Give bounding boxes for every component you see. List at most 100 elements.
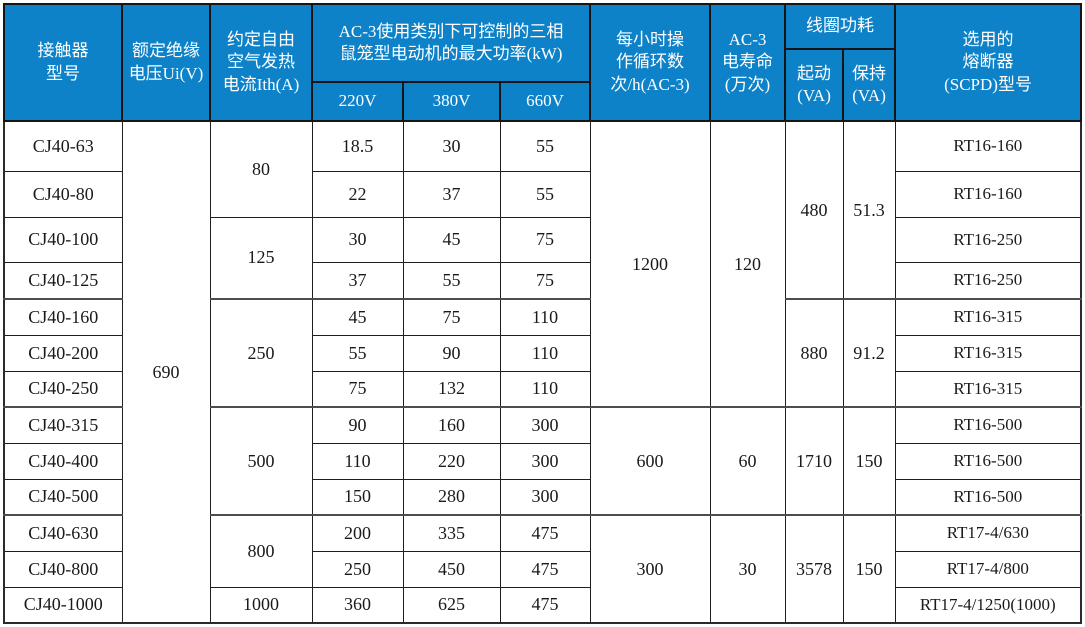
life-cell: 120 [709, 120, 786, 408]
kw-220-cell: 250 [311, 550, 404, 588]
model-cell: CJ40-400 [3, 442, 123, 480]
header-electrical-life: AC-3 电寿命 (万次) [709, 3, 787, 122]
kw-380-cell: 160 [402, 406, 501, 444]
coil-hold-cell: 91.2 [842, 298, 896, 408]
kw-220-cell: 360 [311, 586, 404, 624]
header-coil-start: 起动 (VA) [784, 48, 845, 122]
kw-220-cell: 200 [311, 514, 404, 552]
table-row: CJ40-63 690 80 18.5 30 55 1200 120 480 5… [3, 120, 1082, 624]
kw-220-cell: 110 [311, 442, 404, 480]
model-cell: CJ40-63 [3, 120, 123, 172]
table-row: CJ40-125 37 55 75 RT16-250 [3, 261, 1082, 300]
header-row-2: 起动 (VA) 保持 (VA) [4, 48, 1081, 122]
ith-cell: 1000 [209, 586, 313, 624]
coil-start-cell: 3578 [784, 514, 844, 624]
table-body: CJ40-63 690 80 18.5 30 55 1200 120 480 5… [3, 120, 1082, 624]
kw-220-cell: 90 [311, 406, 404, 444]
kw-380-cell: 132 [402, 370, 501, 408]
kw-660-cell: 475 [499, 514, 591, 552]
kw-660-cell: 110 [499, 334, 591, 372]
kw-380-cell: 450 [402, 550, 501, 588]
model-cell: CJ40-200 [3, 334, 123, 372]
kw-380-cell: 30 [402, 120, 501, 172]
header-220v: 220V [311, 81, 404, 122]
header-insulation-voltage: 额定绝缘 电压Ui(V) [121, 3, 211, 122]
life-cell: 30 [709, 514, 786, 624]
kw-220-cell: 45 [311, 298, 404, 336]
header-thermal-current: 约定自由 空气发热 电流Ith(A) [209, 3, 313, 122]
fuse-cell: RT17-4/630 [894, 514, 1082, 552]
model-cell: CJ40-80 [3, 170, 123, 218]
ith-cell: 80 [209, 120, 313, 218]
kw-220-cell: 75 [311, 370, 404, 408]
kw-380-cell: 280 [402, 478, 501, 516]
table-row: CJ40-100 125 30 45 75 RT16-250 [3, 216, 1082, 300]
table-row: CJ40-400 110 220 300 RT16-500 [3, 442, 1082, 480]
header-cycles-per-hour: 每小时操 作循环数 次/h(AC-3) [589, 3, 712, 122]
kw-660-cell: 300 [499, 478, 591, 516]
fuse-cell: RT16-250 [894, 261, 1082, 300]
coil-hold-cell: 150 [842, 514, 896, 624]
kw-220-cell: 30 [311, 216, 404, 263]
table-row: CJ40-80 22 37 55 RT16-160 [3, 170, 1082, 218]
cycles-cell: 300 [589, 514, 711, 624]
fuse-cell: RT16-315 [894, 370, 1082, 408]
model-cell: CJ40-315 [3, 406, 123, 444]
header-380v: 380V [402, 81, 501, 122]
kw-220-cell: 150 [311, 478, 404, 516]
fuse-cell: RT16-315 [894, 298, 1082, 336]
kw-660-cell: 110 [499, 298, 591, 336]
ith-cell: 500 [209, 406, 313, 516]
ith-cell: 125 [209, 216, 313, 300]
fuse-cell: RT16-500 [894, 478, 1082, 516]
table-row: CJ40-160 250 45 75 110 880 91.2 RT16-315 [3, 298, 1082, 408]
coil-hold-cell: 51.3 [842, 120, 896, 300]
header-max-power: AC-3使用类别下可控制的三相 鼠笼型电动机的最大功率(kW) [310, 3, 592, 83]
kw-380-cell: 75 [402, 298, 501, 336]
ui-cell: 690 [121, 120, 211, 624]
fuse-cell: RT16-250 [894, 216, 1082, 263]
table-row: CJ40-200 55 90 110 RT16-315 [3, 334, 1082, 372]
model-cell: CJ40-500 [3, 478, 123, 516]
header-660v: 660V [498, 81, 592, 122]
header-fuse-model: 选用的 熔断器 (SCPD)型号 [894, 3, 1083, 122]
table-row: CJ40-1000 1000 360 625 475 RT17-4/1250(1… [3, 586, 1082, 624]
kw-660-cell: 55 [499, 170, 591, 218]
kw-660-cell: 475 [499, 550, 591, 588]
kw-660-cell: 300 [499, 406, 591, 444]
model-cell: CJ40-250 [3, 370, 123, 408]
kw-660-cell: 300 [499, 442, 591, 480]
header-model: 接触器 型号 [3, 3, 123, 122]
header-row-1: 接触器 型号 额定绝缘 电压Ui(V) 约定自由 空气发热 电流Ith(A) A… [3, 3, 1083, 122]
coil-start-cell: 880 [784, 298, 844, 408]
table-row: CJ40-250 75 132 110 RT16-315 [3, 370, 1082, 408]
fuse-cell: RT16-500 [894, 406, 1082, 444]
table-row: CJ40-630 800 200 335 475 300 30 3578 150… [3, 514, 1082, 624]
table-header: 接触器 型号 额定绝缘 电压Ui(V) 约定自由 空气发热 电流Ith(A) A… [3, 3, 1083, 122]
coil-start-cell: 1710 [784, 406, 844, 516]
cycles-cell: 600 [589, 406, 711, 516]
header-coil-hold: 保持 (VA) [842, 48, 897, 122]
life-cell: 60 [709, 406, 786, 516]
kw-380-cell: 37 [402, 170, 501, 218]
kw-380-cell: 335 [402, 514, 501, 552]
kw-380-cell: 625 [402, 586, 501, 624]
kw-660-cell: 110 [499, 370, 591, 408]
kw-380-cell: 45 [402, 216, 501, 263]
model-cell: CJ40-1000 [3, 586, 123, 624]
model-cell: CJ40-630 [3, 514, 123, 552]
fuse-cell: RT16-500 [894, 442, 1082, 480]
table-row: CJ40-800 250 450 475 RT17-4/800 [3, 550, 1082, 588]
model-cell: CJ40-800 [3, 550, 123, 588]
ith-cell: 250 [209, 298, 313, 408]
kw-660-cell: 55 [499, 120, 591, 172]
kw-220-cell: 22 [311, 170, 404, 218]
kw-660-cell: 75 [499, 261, 591, 300]
kw-220-cell: 18.5 [311, 120, 404, 172]
table-row: CJ40-315 500 90 160 300 600 60 1710 150 … [3, 406, 1082, 516]
model-cell: CJ40-100 [3, 216, 123, 263]
contactor-spec-table: 接触器 型号 额定绝缘 电压Ui(V) 约定自由 空气发热 电流Ith(A) A… [3, 3, 1083, 624]
fuse-cell: RT16-160 [894, 120, 1082, 172]
kw-660-cell: 75 [499, 216, 591, 263]
